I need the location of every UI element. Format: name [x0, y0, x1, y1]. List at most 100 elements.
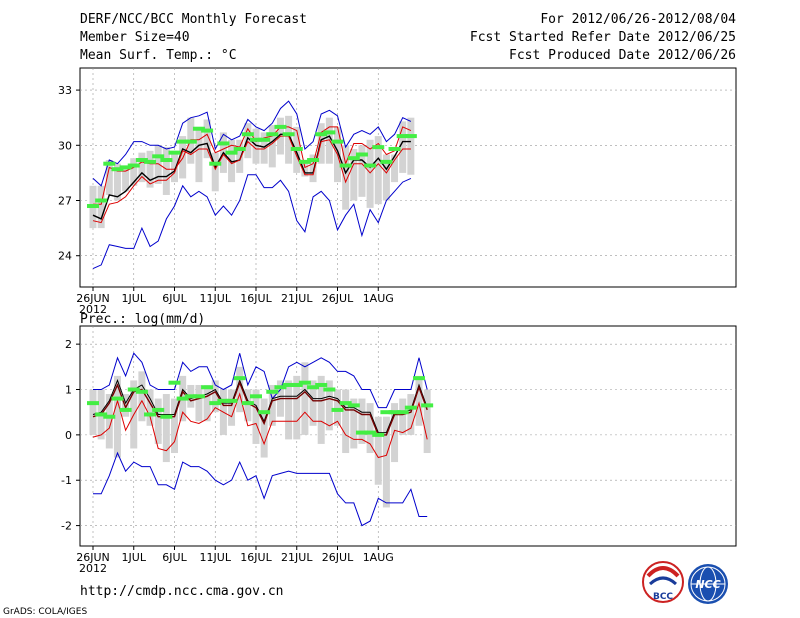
median-marker [396, 134, 409, 139]
median-marker [176, 139, 189, 144]
x-tick-label: 6JUL [162, 551, 187, 564]
median-marker [396, 410, 409, 415]
spread-box [105, 394, 113, 449]
spread-box [407, 117, 415, 175]
spread-box [374, 136, 382, 205]
plot-frame-1 [79, 325, 737, 547]
median-marker [404, 405, 417, 410]
ncc-logo-text: NCC [695, 578, 720, 591]
spread-box [211, 380, 219, 413]
median-marker [258, 410, 271, 415]
spread-box [358, 398, 366, 444]
median-marker [144, 412, 157, 417]
median-marker [388, 410, 401, 415]
median-marker [135, 389, 148, 394]
spread-box [268, 125, 276, 168]
spread-box [317, 375, 325, 444]
spread-box [244, 123, 252, 159]
x-tick-label: 1JUL [122, 551, 147, 564]
median-marker [135, 158, 148, 163]
median-marker [209, 161, 222, 166]
x-tick-label: 21JUL [281, 292, 313, 305]
spread-box [374, 416, 382, 485]
spread-box [382, 416, 390, 508]
median-marker [380, 410, 393, 415]
y-tick-label: -1 [61, 474, 72, 487]
median-marker [119, 407, 132, 412]
spread-box [285, 115, 293, 164]
median-marker [331, 139, 344, 144]
median-marker [282, 132, 295, 137]
median-marker [274, 385, 287, 390]
median-marker [315, 132, 328, 137]
spread-box [325, 380, 333, 431]
spread-box [146, 389, 154, 426]
y-tick-label: 27 [58, 195, 72, 208]
spread-box [268, 384, 276, 426]
median-marker [355, 152, 368, 157]
median-marker [347, 403, 360, 408]
spread-box [301, 362, 309, 435]
y-tick-label: -2 [61, 520, 72, 533]
x-tick-label: 26JUN [76, 551, 110, 564]
x-tick-label: 1AUG [363, 292, 394, 305]
median-marker [225, 398, 238, 403]
median-marker [339, 401, 352, 406]
median-marker [298, 380, 311, 385]
median-marker [266, 389, 279, 394]
median-marker [184, 139, 197, 144]
median-marker [95, 412, 108, 417]
median-marker [331, 407, 344, 412]
spread-box [97, 185, 105, 229]
spread-box [138, 152, 146, 183]
y-tick-label: 1 [65, 384, 72, 397]
spread-box [391, 154, 399, 183]
median-marker [95, 198, 108, 203]
spread-box [211, 152, 219, 192]
median-marker [372, 432, 385, 437]
series-line-min [93, 451, 428, 527]
median-marker [209, 401, 222, 406]
spread-box [154, 398, 162, 444]
spread-box [366, 403, 374, 454]
series-line-min [92, 174, 412, 270]
bcc-logo: BCC [642, 561, 684, 603]
x-tick-label: 26JUL [322, 551, 354, 564]
median-marker [241, 132, 254, 137]
spread-box [415, 375, 423, 426]
median-marker [217, 398, 230, 403]
median-marker [258, 137, 271, 142]
median-marker [168, 380, 181, 385]
median-marker [282, 382, 295, 387]
median-marker [307, 385, 320, 390]
spread-box [350, 148, 358, 201]
spread-box [309, 380, 317, 426]
source-url[interactable]: http://cmdp.ncc.cma.gov.cn [80, 584, 284, 599]
series-line-q_low [92, 135, 411, 224]
bcc-logo-text: BCC [653, 592, 673, 602]
spread-box [138, 371, 146, 422]
median-marker [217, 141, 230, 146]
median-marker [323, 130, 336, 135]
median-marker [103, 414, 116, 419]
spread-box [293, 375, 301, 440]
year-label: 2012 [79, 303, 107, 316]
median-marker [266, 132, 279, 137]
forecast-period: For 2012/06/26-2012/08/04 [540, 12, 736, 27]
median-marker [184, 394, 197, 399]
spread-box [236, 366, 244, 413]
spread-box [342, 389, 350, 454]
median-marker [250, 394, 262, 399]
median-marker [372, 145, 385, 150]
median-marker [168, 150, 181, 155]
spread-box [162, 147, 170, 195]
spread-box [423, 389, 431, 454]
spread-box [334, 389, 341, 426]
x-tick-label: 11JUL [200, 292, 232, 305]
spread-box [113, 163, 121, 201]
median-marker [176, 396, 189, 401]
median-marker [298, 159, 311, 164]
spread-box [244, 389, 252, 422]
median-marker [388, 146, 401, 151]
spread-box [407, 394, 415, 435]
